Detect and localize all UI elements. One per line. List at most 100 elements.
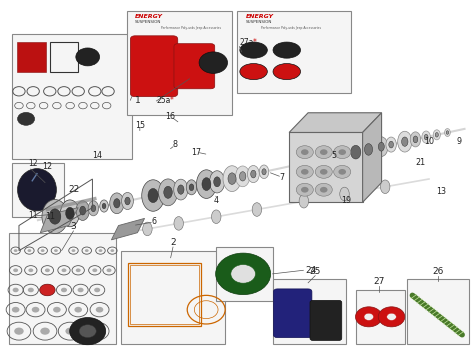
Text: SUSPENSION: SUSPENSION [246, 20, 272, 24]
Text: 4: 4 [213, 196, 218, 205]
Circle shape [74, 307, 82, 313]
Bar [127, 11, 232, 115]
Circle shape [13, 268, 18, 272]
Circle shape [18, 112, 35, 125]
Ellipse shape [445, 129, 450, 136]
Ellipse shape [18, 169, 56, 211]
Text: 12: 12 [28, 159, 38, 169]
Circle shape [301, 149, 309, 155]
Ellipse shape [142, 180, 164, 211]
Text: *: * [170, 96, 173, 105]
FancyBboxPatch shape [174, 44, 215, 89]
Circle shape [320, 149, 328, 155]
Ellipse shape [76, 201, 89, 221]
Bar [50, 42, 78, 72]
Circle shape [70, 318, 106, 345]
FancyBboxPatch shape [273, 289, 312, 338]
Ellipse shape [61, 200, 80, 227]
Text: 21: 21 [416, 158, 426, 168]
Circle shape [378, 307, 405, 327]
Ellipse shape [189, 184, 194, 191]
Circle shape [62, 268, 66, 272]
Circle shape [338, 149, 346, 155]
Ellipse shape [378, 142, 384, 151]
Circle shape [301, 169, 309, 175]
Ellipse shape [121, 192, 134, 209]
Circle shape [13, 288, 18, 292]
Bar [121, 251, 225, 344]
Ellipse shape [42, 199, 68, 233]
Ellipse shape [433, 130, 440, 140]
Circle shape [45, 288, 50, 292]
Circle shape [40, 284, 55, 296]
Ellipse shape [223, 166, 241, 192]
Text: 8: 8 [173, 140, 178, 150]
Ellipse shape [196, 170, 217, 198]
Circle shape [27, 249, 31, 252]
Ellipse shape [344, 137, 367, 168]
Text: 1: 1 [135, 96, 141, 105]
Circle shape [85, 249, 89, 252]
Circle shape [72, 249, 75, 252]
Ellipse shape [125, 197, 130, 205]
Circle shape [32, 307, 39, 313]
Text: 14: 14 [92, 151, 102, 160]
Circle shape [28, 288, 34, 292]
Text: 15: 15 [135, 121, 145, 130]
Ellipse shape [247, 165, 259, 183]
Ellipse shape [178, 185, 184, 194]
Circle shape [53, 307, 61, 313]
Bar [128, 263, 201, 326]
Text: 3: 3 [71, 222, 76, 231]
Ellipse shape [251, 170, 256, 178]
Bar [237, 11, 351, 93]
Circle shape [45, 268, 50, 272]
Bar [356, 290, 405, 344]
Circle shape [216, 253, 271, 295]
Ellipse shape [239, 172, 246, 181]
Ellipse shape [381, 180, 390, 194]
Ellipse shape [210, 171, 225, 193]
Ellipse shape [273, 64, 301, 80]
Circle shape [61, 288, 67, 292]
Circle shape [78, 288, 83, 292]
Bar [130, 265, 199, 324]
Text: SUSPENSION: SUSPENSION [135, 20, 162, 24]
Circle shape [54, 249, 58, 252]
Circle shape [65, 328, 75, 335]
Ellipse shape [240, 64, 267, 80]
Ellipse shape [410, 132, 420, 147]
Ellipse shape [401, 137, 408, 146]
Ellipse shape [351, 145, 361, 159]
Ellipse shape [91, 205, 96, 212]
Ellipse shape [389, 141, 393, 148]
Ellipse shape [174, 217, 183, 230]
Circle shape [231, 265, 255, 283]
Ellipse shape [424, 134, 428, 140]
Text: *: * [253, 38, 256, 47]
Text: Performance Poly-urds Jeep Accessories: Performance Poly-urds Jeep Accessories [161, 26, 221, 30]
Polygon shape [111, 218, 145, 240]
Text: 7: 7 [280, 173, 284, 182]
Ellipse shape [65, 207, 74, 219]
Ellipse shape [100, 200, 109, 212]
Circle shape [320, 187, 328, 193]
Circle shape [320, 169, 328, 175]
Circle shape [387, 313, 396, 320]
Ellipse shape [273, 42, 301, 58]
Circle shape [315, 183, 332, 196]
Polygon shape [289, 113, 382, 132]
Ellipse shape [240, 42, 267, 58]
Text: 10: 10 [424, 137, 434, 146]
Text: 22: 22 [69, 185, 80, 194]
Text: 6: 6 [152, 217, 156, 227]
Text: 24: 24 [306, 266, 317, 275]
Text: 26: 26 [432, 267, 444, 276]
Ellipse shape [262, 169, 266, 175]
Circle shape [40, 328, 50, 335]
Circle shape [110, 249, 114, 252]
Text: 2: 2 [170, 238, 176, 247]
Circle shape [296, 183, 313, 196]
Ellipse shape [158, 179, 177, 206]
Ellipse shape [109, 193, 124, 214]
